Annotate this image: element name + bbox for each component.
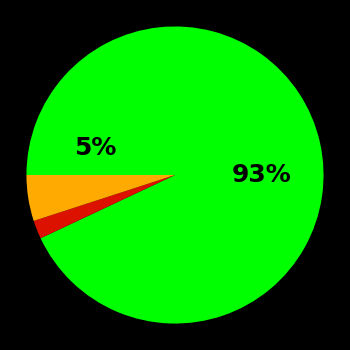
Text: 5%: 5% [74,136,116,160]
Wedge shape [27,27,323,323]
Text: 93%: 93% [231,163,291,187]
Wedge shape [27,175,175,221]
Wedge shape [34,175,175,238]
